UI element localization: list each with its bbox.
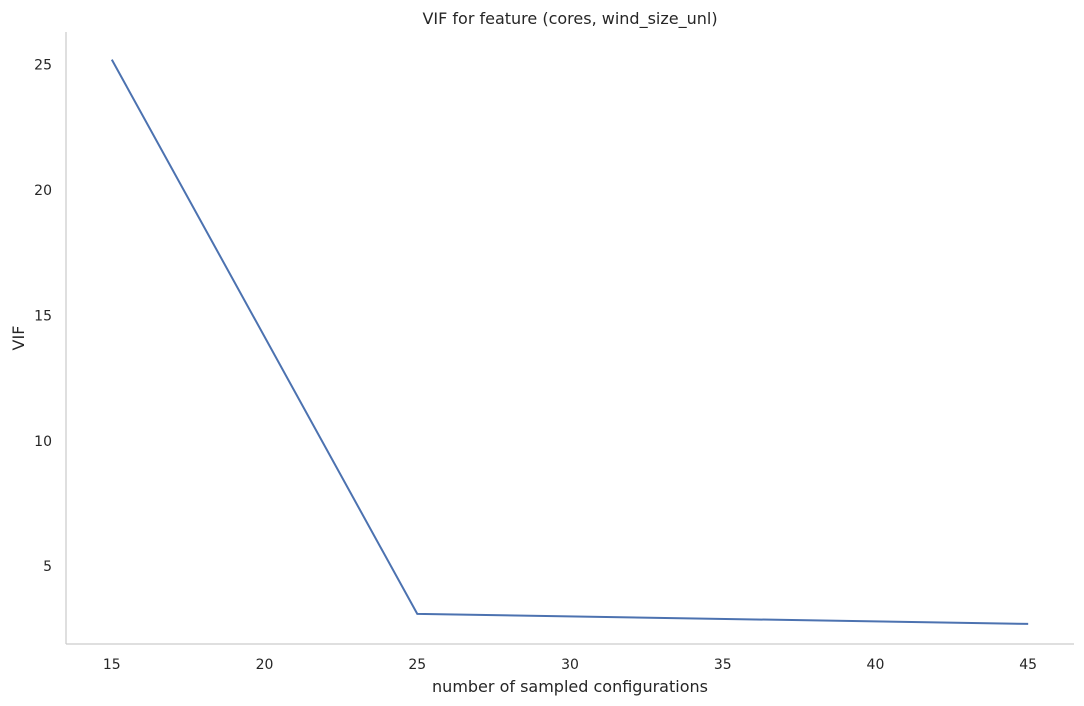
y-tick-label: 10 [34,434,52,450]
series-line [110,59,1029,625]
x-tick-label: 15 [103,657,121,673]
x-tick-label: 45 [1019,657,1037,673]
x-tick-label: 30 [561,657,579,673]
x-tick-label: 35 [714,657,732,673]
x-axis-label: number of sampled configurations [432,677,708,696]
y-tick-label: 20 [34,183,52,199]
x-tick-label: 25 [408,657,426,673]
y-tick-label: 5 [43,559,52,575]
x-tick-labels: 15 20 25 30 35 40 45 [103,657,1037,673]
y-tick-labels: 5 10 15 20 25 [34,58,52,576]
y-tick-label: 15 [34,308,52,324]
x-tick-label: 40 [867,657,885,673]
y-tick-label: 25 [34,58,52,74]
x-tick-label: 20 [256,657,274,673]
y-axis-label: VIF [9,326,28,351]
chart-title: VIF for feature (cores, wind_size_unl) [422,9,717,29]
